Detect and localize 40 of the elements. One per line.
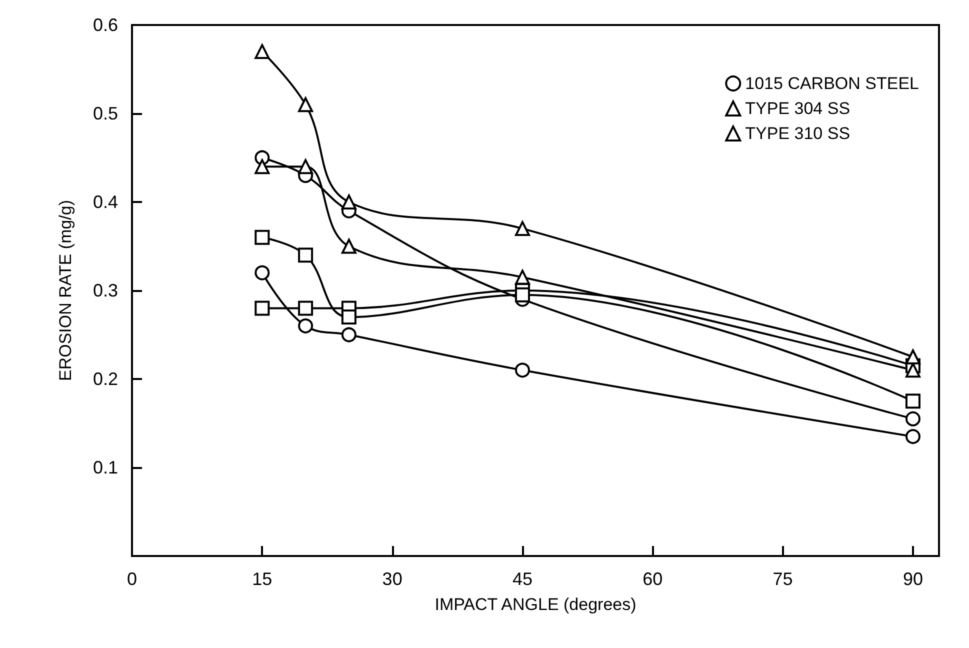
point xyxy=(905,362,920,378)
legend-label: TYPE 310 SS xyxy=(745,124,850,143)
point xyxy=(254,300,270,316)
y-tick-label: 0.1 xyxy=(92,458,118,478)
point xyxy=(298,300,314,316)
x-tick-label: 0 xyxy=(126,569,138,589)
point xyxy=(341,310,356,325)
point xyxy=(514,287,530,302)
x-tick-label: 90 xyxy=(902,569,923,589)
point xyxy=(905,349,920,364)
y-tick-label: 0.3 xyxy=(92,280,118,300)
x-tick-label: 60 xyxy=(642,569,663,589)
y-axis-title: EROSION RATE (mg/g) xyxy=(56,200,75,382)
point xyxy=(298,159,314,174)
point xyxy=(905,394,920,409)
y-tick-label: 0.2 xyxy=(92,369,118,389)
x-tick-label: 45 xyxy=(512,569,532,589)
legend-label: 1015 CARBON STEEL xyxy=(745,74,920,93)
point xyxy=(298,318,314,334)
point xyxy=(905,429,920,444)
y-tick-label: 0.4 xyxy=(92,192,118,212)
point xyxy=(254,265,270,280)
point xyxy=(254,230,270,245)
point xyxy=(298,97,314,112)
point xyxy=(254,44,270,60)
x-tick-label: 30 xyxy=(382,569,402,589)
y-tick-label: 0.5 xyxy=(92,104,118,124)
point xyxy=(341,238,356,254)
point xyxy=(341,327,356,342)
point xyxy=(514,362,530,378)
legend-label: TYPE 304 SS xyxy=(745,99,850,118)
point xyxy=(298,248,314,263)
point xyxy=(254,159,270,174)
point xyxy=(905,411,920,426)
point xyxy=(514,221,530,236)
x-tick-label: 15 xyxy=(252,569,272,589)
x-axis-title: IMPACT ANGLE (degrees) xyxy=(434,595,636,614)
point xyxy=(341,194,356,210)
y-tick-label: 0.6 xyxy=(92,15,118,35)
x-tick-label: 75 xyxy=(772,569,793,589)
